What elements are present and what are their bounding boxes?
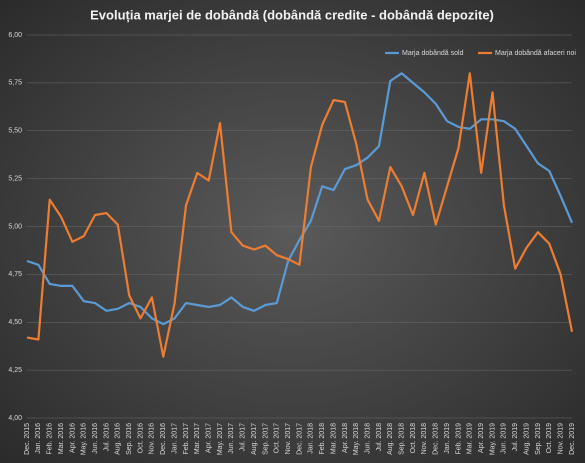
x-tick-label: Jan. 2019 <box>444 423 451 454</box>
chart-title: Evoluția marjei de dobândă (dobândă cred… <box>90 7 494 22</box>
x-tick-label: Jun. 2016 <box>92 423 99 454</box>
x-tick-label: Jan. 2016 <box>35 423 42 454</box>
x-tick-label: Sep. 2018 <box>399 423 406 455</box>
x-tick-label: Aug. 2018 <box>387 423 394 455</box>
x-tick-label: Jul. 2018 <box>376 423 383 452</box>
x-tick-label: Feb. 2016 <box>47 423 54 455</box>
x-tick-label: Nov. 2016 <box>149 423 156 454</box>
x-tick-label: Oct. 2017 <box>274 423 281 453</box>
x-tick-label: Nov. 2018 <box>421 423 428 454</box>
x-tick-label: May. 2017 <box>217 423 224 455</box>
x-tick-label: Sep. 2017 <box>262 423 269 455</box>
x-tick-label: Dec. 2018 <box>433 423 440 455</box>
x-tick-label: Sep. 2019 <box>535 423 542 455</box>
x-tick-label: Feb. 2018 <box>319 423 326 455</box>
x-tick-label: Mar. 2017 <box>194 423 201 454</box>
x-tick-label: May. 2018 <box>353 423 360 455</box>
x-tick-label: Dec. 2015 <box>24 423 31 455</box>
y-tick-label: 4,25 <box>8 367 22 374</box>
x-tick-label: Apr. 2018 <box>342 423 349 453</box>
x-tick-label: Jun. 2019 <box>501 423 508 454</box>
x-tick-label: Sep. 2016 <box>126 423 133 455</box>
y-tick-label: 5,50 <box>8 128 22 135</box>
x-tick-label: May. 2019 <box>489 423 496 455</box>
x-tick-label: Mar. 2018 <box>330 423 337 454</box>
y-tick-label: 4,75 <box>8 271 22 278</box>
x-tick-label: Nov. 2017 <box>285 423 292 454</box>
x-tick-label: May. 2016 <box>81 423 88 455</box>
x-tick-label: Jul. 2019 <box>512 423 519 452</box>
x-tick-label: Jan. 2018 <box>308 423 315 454</box>
y-tick-label: 6,00 <box>8 32 22 39</box>
y-tick-label: 4,50 <box>8 319 22 326</box>
x-tick-label: Oct. 2018 <box>410 423 417 453</box>
y-tick-label: 5,75 <box>8 80 22 87</box>
legend-label: Marja dobândă afaceri noi <box>495 50 576 57</box>
x-tick-label: Nov. 2019 <box>557 423 564 454</box>
x-tick-label: Mar. 2019 <box>467 423 474 454</box>
y-tick-label: 4,00 <box>8 415 22 422</box>
x-tick-label: Apr. 2017 <box>206 423 213 453</box>
x-tick-label: Dec. 2017 <box>296 423 303 455</box>
y-tick-label: 5,25 <box>8 175 22 182</box>
x-tick-label: Apr. 2019 <box>478 423 485 453</box>
x-tick-label: Feb. 2017 <box>183 423 190 455</box>
x-tick-label: Apr. 2016 <box>69 423 76 453</box>
x-tick-label: Jul. 2017 <box>240 423 247 452</box>
x-tick-label: Aug. 2017 <box>251 423 258 455</box>
x-tick-label: Jun. 2018 <box>364 423 371 454</box>
x-tick-label: Mar. 2016 <box>58 423 65 454</box>
legend-label: Marja dobândă sold <box>402 50 464 57</box>
x-tick-label: Oct. 2019 <box>546 423 553 453</box>
x-tick-label: Aug. 2016 <box>115 423 122 455</box>
line-series <box>26 72 574 358</box>
x-tick-label: Aug. 2019 <box>523 423 530 455</box>
x-tick-label: Dec. 2016 <box>160 423 167 455</box>
x-tick-label: Jul. 2016 <box>103 423 110 452</box>
x-tick-label: Jun. 2017 <box>228 423 235 454</box>
x-tick-label: Oct. 2016 <box>137 423 144 453</box>
x-tick-label: Jan. 2017 <box>171 423 178 454</box>
line-series <box>26 72 574 326</box>
x-tick-label: Dec. 2019 <box>569 423 576 455</box>
x-tick-label: Feb. 2019 <box>455 423 462 455</box>
y-tick-label: 5,00 <box>8 223 22 230</box>
